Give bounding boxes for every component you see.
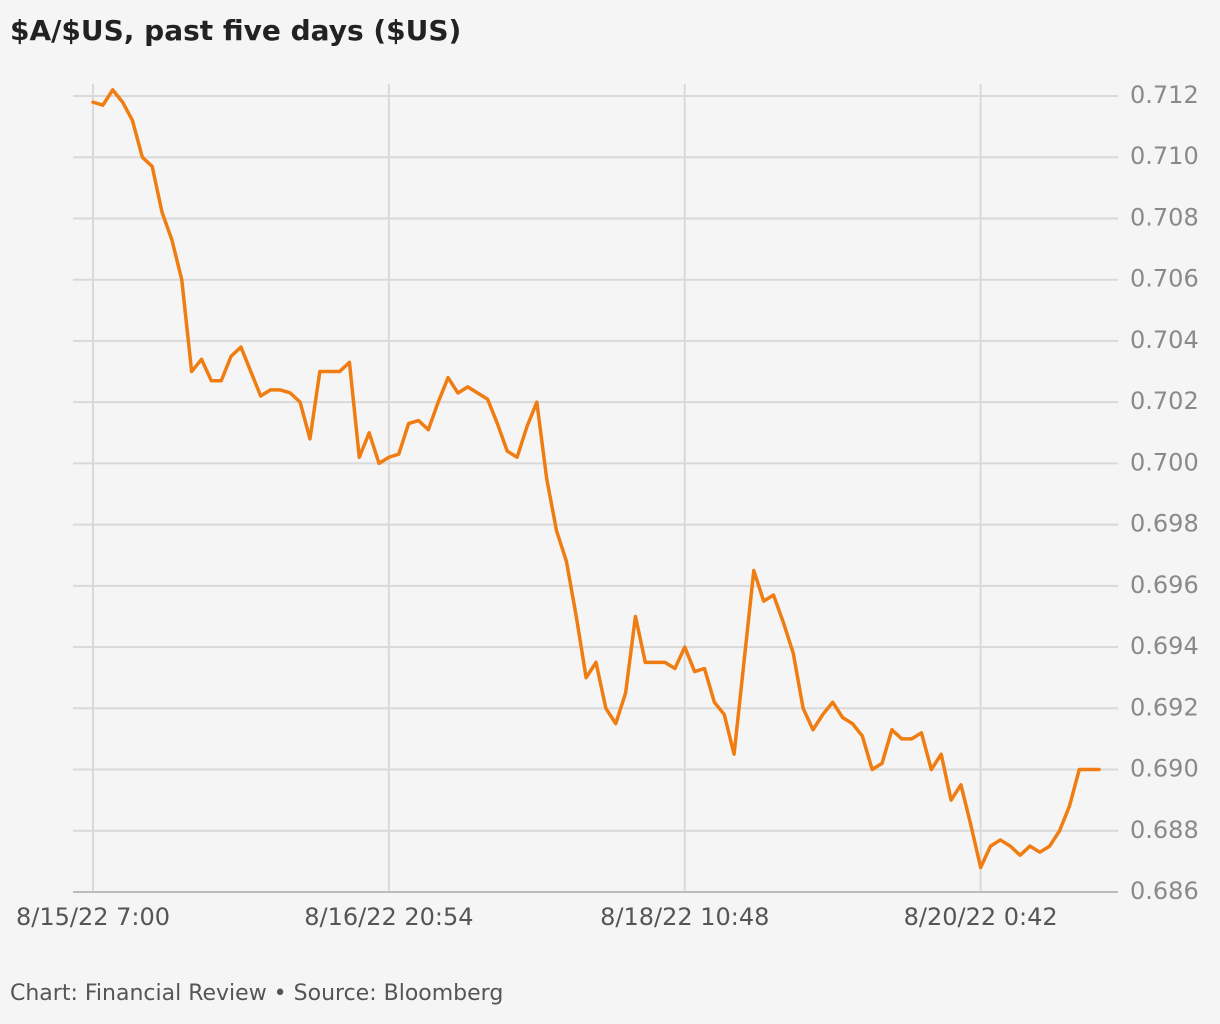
y-tick-label: 0.704 — [1130, 326, 1199, 354]
x-tick-label: 8/15/22 7:00 — [16, 903, 170, 931]
y-tick-label: 0.688 — [1130, 816, 1199, 844]
y-tick-label: 0.696 — [1130, 571, 1199, 599]
y-tick-label: 0.692 — [1130, 693, 1199, 721]
chart-source: Chart: Financial Review • Source: Bloomb… — [10, 981, 503, 1006]
y-tick-label: 0.686 — [1130, 877, 1199, 905]
data-line — [91, 88, 1101, 870]
y-tick-label: 0.698 — [1130, 510, 1199, 538]
y-tick-label: 0.700 — [1130, 448, 1199, 476]
y-tick-label: 0.702 — [1130, 387, 1199, 415]
y-tick-label: 0.710 — [1130, 142, 1199, 170]
y-tick-label: 0.694 — [1130, 632, 1199, 660]
y-tick-label: 0.712 — [1130, 81, 1199, 109]
y-tick-label: 0.708 — [1130, 203, 1199, 231]
x-tick-label: 8/20/22 0:42 — [904, 903, 1058, 931]
x-tick-label: 8/18/22 10:48 — [600, 903, 769, 931]
chart-title: $A/$US, past five days ($US) — [10, 14, 461, 47]
x-tick-label: 8/16/22 20:54 — [304, 903, 473, 931]
y-tick-label: 0.706 — [1130, 265, 1199, 293]
y-tick-label: 0.690 — [1130, 755, 1199, 783]
